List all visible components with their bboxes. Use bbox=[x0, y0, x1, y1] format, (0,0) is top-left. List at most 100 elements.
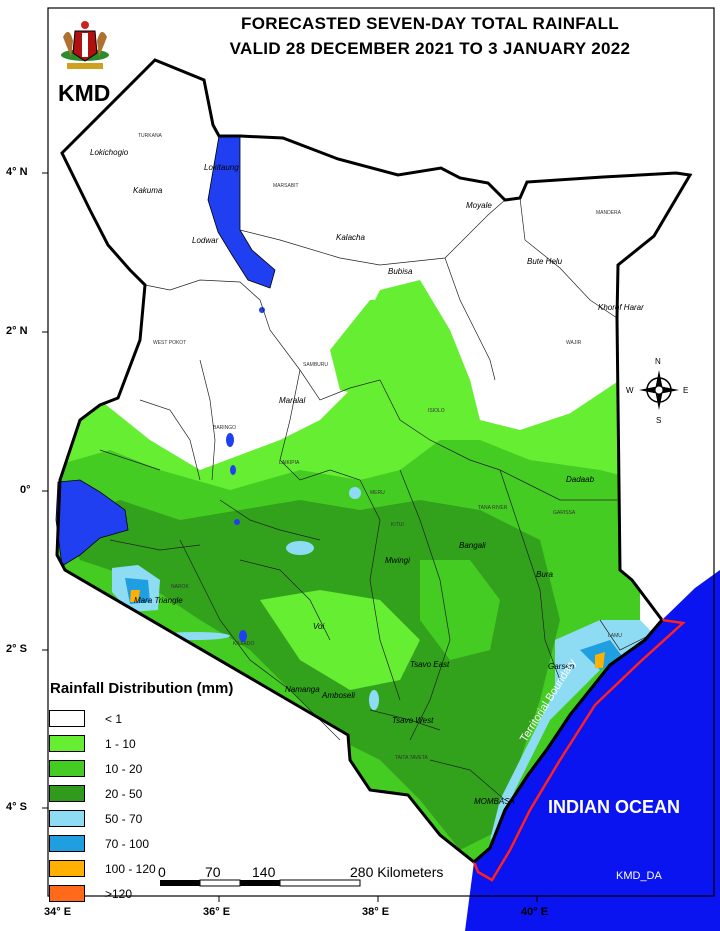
lake-magadi bbox=[239, 630, 247, 642]
map-frame bbox=[47, 7, 715, 897]
legend-item: 10 - 20 bbox=[49, 756, 156, 781]
place-maralal: Maralal bbox=[279, 396, 306, 405]
region-west-pokot: WEST POKOT bbox=[153, 340, 187, 346]
coat-of-arms-emblem bbox=[61, 21, 109, 69]
place-lokichogio: Lokichogio bbox=[90, 148, 129, 157]
legend-swatch bbox=[49, 885, 85, 902]
place-lodwar: Lodwar bbox=[192, 236, 219, 245]
place-mwingi: Mwingi bbox=[385, 556, 410, 565]
place-mara-triangle: Mara Triangle bbox=[134, 596, 183, 605]
compass-rose bbox=[639, 370, 679, 410]
legend-label: < 1 bbox=[105, 711, 123, 726]
map-title-line2: VALID 28 DECEMBER 2021 TO 3 JANUARY 2022 bbox=[229, 39, 631, 58]
lake-baringo bbox=[226, 433, 234, 447]
place-kalacha: Kalacha bbox=[336, 233, 365, 242]
place-lokitaung: Lokitaung bbox=[204, 163, 239, 172]
legend-label: 10 - 20 bbox=[105, 761, 143, 776]
legend-item: 50 - 70 bbox=[49, 806, 156, 831]
place-bubisa: Bubisa bbox=[388, 267, 413, 276]
region-samburu: SAMBURU bbox=[303, 362, 329, 368]
region-baringo: BARINGO bbox=[213, 425, 237, 431]
legend: < 1 1 - 10 10 - 20 20 - 50 50 - 70 70 - … bbox=[49, 706, 156, 906]
place-khorof-harar: Khorof Harar bbox=[598, 303, 644, 312]
region-mandera: MANDERA bbox=[596, 210, 622, 216]
place-bute-helu: Bute Helu bbox=[527, 257, 563, 266]
place-tsavo-west: Tsavo West bbox=[392, 716, 434, 725]
map-title-line1: FORECASTED SEVEN-DAY TOTAL RAINFALL bbox=[241, 14, 619, 33]
place-garsen: Garsen bbox=[548, 662, 575, 671]
legend-item: 1 - 10 bbox=[49, 731, 156, 756]
legend-swatch bbox=[49, 760, 85, 777]
legend-label: 70 - 100 bbox=[105, 836, 150, 851]
legend-item: 70 - 100 bbox=[49, 831, 156, 856]
lat-label-4s: 4° S bbox=[6, 801, 27, 813]
legend-swatch bbox=[49, 710, 85, 727]
lat-label-0: 0° bbox=[20, 484, 31, 496]
lake-turkana bbox=[207, 135, 276, 289]
legend-swatch bbox=[49, 835, 85, 852]
scale-bar bbox=[160, 879, 361, 887]
place-namanga: Namanga bbox=[285, 685, 320, 694]
lon-label-38e: 38° E bbox=[362, 906, 390, 918]
place-dadaab: Dadaab bbox=[566, 475, 595, 484]
region-narok: NAROK bbox=[171, 584, 189, 590]
region-kajiado: KAJIADO bbox=[233, 641, 255, 647]
place-bangali: Bangali bbox=[459, 541, 486, 550]
place-mombasa: MOMBASA bbox=[474, 797, 515, 806]
place-tsavo-east: Tsavo East bbox=[410, 660, 450, 669]
lake-bogoria bbox=[230, 465, 236, 475]
scale-label-280: 280 Kilometers bbox=[350, 864, 444, 880]
legend-item: < 1 bbox=[49, 706, 156, 731]
scale-label-0: 0 bbox=[158, 864, 166, 880]
agency-label: KMD bbox=[58, 80, 111, 106]
place-voi: Voi bbox=[313, 622, 325, 631]
ocean-label: INDIAN OCEAN bbox=[548, 797, 681, 817]
legend-swatch bbox=[49, 810, 85, 827]
legend-swatch bbox=[49, 860, 85, 877]
scale-label-70: 70 bbox=[205, 864, 221, 880]
legend-label: 50 - 70 bbox=[105, 811, 143, 826]
compass-s-label: S bbox=[656, 416, 662, 425]
lat-label-2n: 2° N bbox=[6, 325, 28, 337]
region-garissa: GARISSA bbox=[553, 510, 576, 516]
lat-label-4n: 4° N bbox=[6, 166, 28, 178]
region-marsabit: MARSABIT bbox=[273, 183, 299, 189]
compass-n-label: N bbox=[655, 357, 661, 366]
region-wajir: WAJIR bbox=[566, 340, 582, 346]
region-turkana: TURKANA bbox=[138, 133, 162, 139]
legend-item: 100 - 120 bbox=[49, 856, 156, 881]
axis-ticks bbox=[42, 172, 538, 902]
legend-label: 1 - 10 bbox=[105, 736, 136, 751]
lake-nakuru bbox=[234, 519, 240, 525]
region-laikipia: LAIKIPIA bbox=[279, 460, 300, 466]
lon-label-36e: 36° E bbox=[203, 906, 231, 918]
legend-label: 100 - 120 bbox=[105, 861, 156, 876]
legend-title: Rainfall Distribution (mm) bbox=[50, 680, 234, 697]
scale-label-140: 140 bbox=[252, 864, 276, 880]
compass-w-label: W bbox=[626, 386, 634, 395]
region-tana-river: TANA RIVER bbox=[478, 505, 508, 511]
lake-victoria bbox=[55, 479, 129, 567]
lon-label-34e: 34° E bbox=[44, 906, 72, 918]
lat-label-2s: 2° S bbox=[6, 643, 27, 655]
legend-label: 20 - 50 bbox=[105, 786, 143, 801]
place-amboseli: Amboseli bbox=[322, 691, 355, 700]
credit-label: KMD_DA bbox=[616, 870, 662, 882]
region-meru: MERU bbox=[370, 490, 385, 496]
indian-ocean bbox=[465, 570, 720, 931]
county-boundaries bbox=[99, 197, 651, 801]
coastline bbox=[473, 619, 664, 864]
legend-swatch bbox=[49, 735, 85, 752]
place-moyale: Moyale bbox=[466, 201, 492, 210]
legend-swatch bbox=[49, 785, 85, 802]
compass-e-label: E bbox=[683, 386, 689, 395]
legend-label: >120 bbox=[105, 886, 133, 901]
region-kitui: KITUI bbox=[391, 522, 404, 528]
region-lamu: LAMU bbox=[608, 633, 622, 639]
legend-item: >120 bbox=[49, 881, 156, 906]
legend-item: 20 - 50 bbox=[49, 781, 156, 806]
place-kakuma: Kakuma bbox=[133, 186, 163, 195]
lon-label-40e: 40° E bbox=[521, 906, 549, 918]
territorial-boundary-line bbox=[472, 618, 686, 882]
